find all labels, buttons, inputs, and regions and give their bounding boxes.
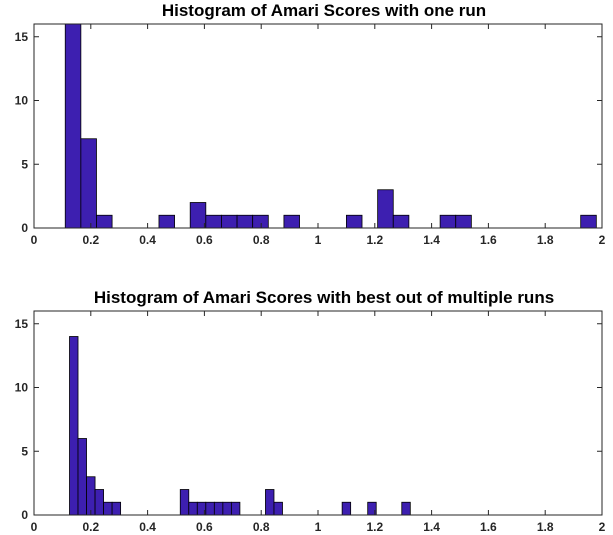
histogram-bar: [221, 214, 238, 229]
histogram-bar: [179, 489, 190, 516]
histogram-bar: [252, 214, 269, 229]
x-tick-label: 0.2: [82, 233, 99, 247]
x-tick-label: 1.2: [366, 520, 383, 534]
y-tick-label: 15: [15, 30, 29, 44]
histogram-bar: [77, 438, 87, 516]
y-tick-label: 15: [15, 317, 29, 331]
histogram-bar: [341, 501, 352, 516]
histogram-bar: [222, 501, 232, 516]
y-tick-label: 10: [15, 94, 29, 108]
histogram-bar: [86, 476, 96, 516]
histogram-bar: [64, 23, 82, 229]
chart-title: Histogram of Amari Scores with one run: [162, 1, 486, 20]
y-tick-label: 5: [21, 444, 28, 458]
histogram-bar: [69, 336, 79, 516]
histogram-bar: [345, 214, 363, 229]
y-tick-label: 0: [21, 508, 28, 522]
histogram-panel-one-run: Histogram of Amari Scores with one run 0…: [15, 1, 606, 247]
histogram-bar: [188, 501, 198, 516]
histogram-bar: [111, 501, 122, 516]
histogram-bar: [205, 501, 215, 516]
x-tick-label: 1.6: [480, 520, 497, 534]
ticks-group: 0 0.2 0.4 0.6 0.8 1 1.2 1.4 1.6 1.8 2 0 5 10 15: [15, 311, 606, 534]
x-tick-label: 0.8: [253, 233, 270, 247]
histogram-bar: [265, 489, 275, 516]
chart-title: Histogram of Amari Scores with best out …: [94, 288, 554, 307]
axes-box: [33, 23, 603, 229]
histogram-bar: [236, 214, 254, 229]
x-tick-label: 1.6: [480, 233, 497, 247]
histogram-bar: [80, 138, 97, 229]
histogram-bar: [189, 202, 207, 229]
x-tick-label: 0.4: [139, 233, 156, 247]
bars-group: [69, 336, 411, 516]
x-tick-label: 0: [31, 233, 38, 247]
x-tick-label: 0.2: [82, 520, 99, 534]
x-tick-label: 1.4: [423, 520, 440, 534]
y-tick-label: 0: [21, 221, 28, 235]
axes-box: [33, 310, 603, 516]
x-tick-label: 1: [315, 233, 322, 247]
histogram-bar: [230, 501, 241, 516]
histogram-bar: [439, 214, 457, 229]
x-tick-label: 0.8: [253, 520, 270, 534]
x-tick-label: 0.6: [196, 520, 213, 534]
y-tick-label: 5: [21, 157, 28, 171]
histogram-bar: [213, 501, 224, 516]
x-tick-label: 2: [599, 520, 606, 534]
histogram-bar: [401, 501, 411, 516]
histogram-bar: [94, 489, 104, 516]
histogram-bar: [580, 214, 597, 229]
histogram-bar: [283, 214, 300, 229]
histogram-bar: [96, 214, 113, 229]
x-tick-label: 0.6: [196, 233, 213, 247]
x-tick-label: 0: [31, 520, 38, 534]
x-tick-label: 1: [315, 520, 322, 534]
histogram-bar: [158, 214, 175, 229]
bars-group: [64, 23, 597, 229]
histogram-bar: [103, 501, 113, 516]
histogram-bar: [455, 214, 472, 229]
y-tick-label: 10: [15, 381, 29, 395]
x-tick-label: 1.8: [537, 520, 554, 534]
histogram-bar: [205, 214, 222, 229]
histogram-bar: [273, 501, 283, 516]
x-tick-label: 1.2: [366, 233, 383, 247]
histogram-bar: [377, 189, 394, 229]
histogram-bar: [392, 214, 410, 229]
histogram-panel-best-of-multiple: Histogram of Amari Scores with best out …: [15, 288, 606, 534]
x-tick-label: 1.8: [537, 233, 554, 247]
ticks-group: 0 0.2 0.4 0.6 0.8 1 1.2 1.4 1.6 1.8 2 0 5 10 15: [15, 24, 606, 247]
x-tick-label: 1.4: [423, 233, 440, 247]
x-tick-label: 0.4: [139, 520, 156, 534]
x-tick-label: 2: [599, 233, 606, 247]
